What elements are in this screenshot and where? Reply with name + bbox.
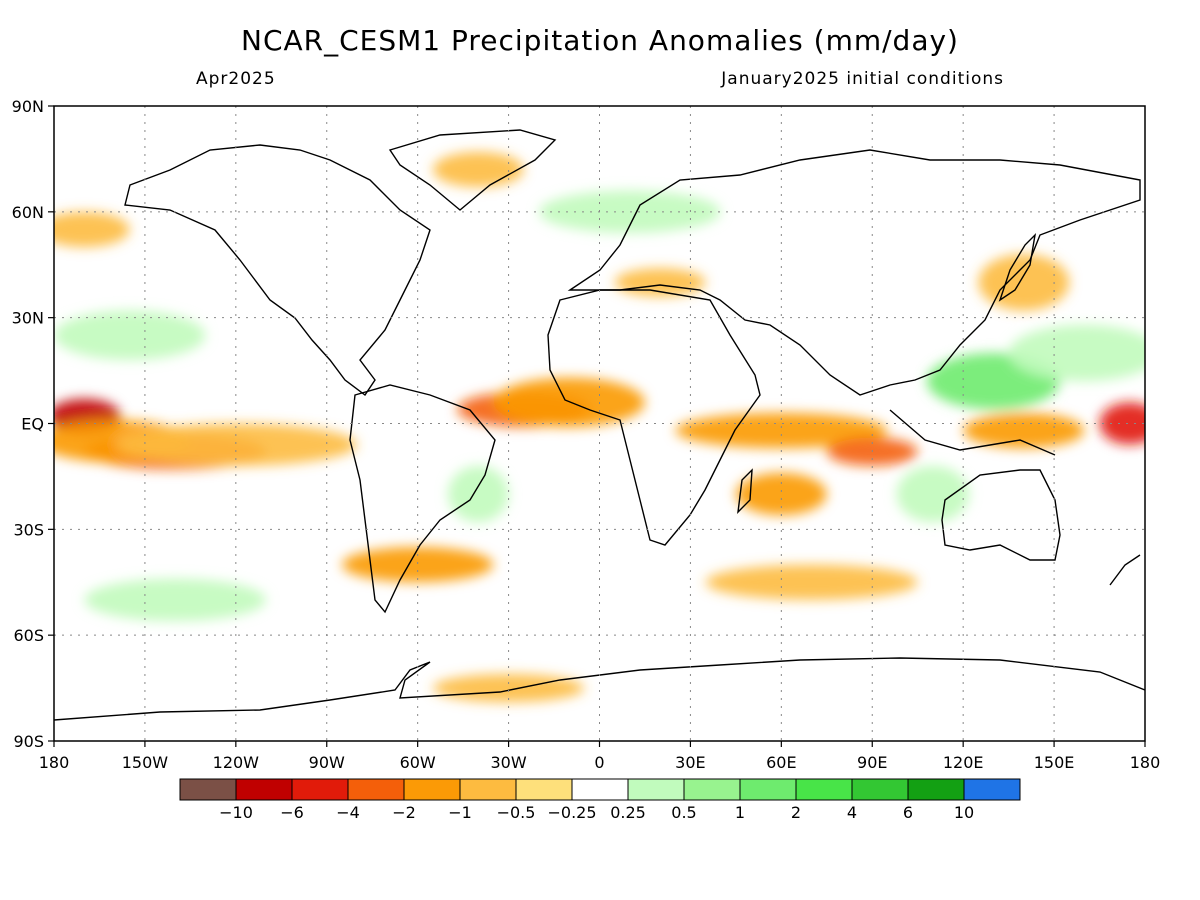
lon-label-120E: 120E: [943, 753, 984, 772]
anomaly-region-22: [84, 578, 267, 622]
colorbar-swatch-3: [347, 778, 405, 801]
coastlines: [54, 129, 1145, 721]
colorbar-swatch-2: [291, 778, 349, 801]
colorbar-label: 0.25: [610, 803, 646, 822]
coastline-japan: [998, 232, 1037, 302]
lon-label-60W: 60W: [400, 753, 436, 772]
colorbar-label: −0.25: [547, 803, 596, 822]
lat-label-30N: 30N: [12, 309, 44, 328]
anomaly-region-24: [538, 190, 721, 233]
graticule: [54, 106, 1145, 741]
anomaly-region-6: [675, 412, 888, 449]
colorbar-swatch-11: [795, 778, 853, 801]
lon-label-180: 180: [1130, 753, 1161, 772]
colorbar-swatch-6: [515, 778, 573, 801]
lon-label-90W: 90W: [309, 753, 345, 772]
lon-label-30W: 30W: [490, 753, 526, 772]
lat-label-90S: 90S: [13, 732, 44, 751]
anomaly-region-9: [963, 412, 1085, 449]
lon-label-0: 0: [594, 753, 604, 772]
lon-label-180: 180: [39, 753, 70, 772]
colorbar-swatch-5: [459, 778, 517, 801]
colorbar-label: 4: [847, 803, 857, 822]
coastline-north-america: [124, 144, 431, 397]
colorbar-swatch-14: [963, 778, 1021, 801]
anomaly-region-12: [54, 310, 206, 360]
lon-label-90E: 90E: [857, 753, 887, 772]
anomaly-region-11: [1008, 324, 1145, 382]
lat-label-60S: 60S: [13, 626, 44, 645]
colorbar-label: 0.5: [671, 803, 696, 822]
colorbar-label: −6: [280, 803, 304, 822]
anomaly-region-17: [432, 151, 524, 188]
coastline-new-zealand: [1109, 554, 1141, 586]
anomaly-region-8: [1099, 402, 1145, 445]
colorbar-swatch-1: [235, 778, 293, 801]
coastline-antarctica: [54, 657, 1145, 721]
colorbar: −10 −6 −4 −2 −1 −0.5 −0.25 0.25 0.5 1 2 4 6 10: [179, 778, 1021, 822]
anomaly-region-16: [896, 465, 970, 523]
coastline-south-america: [349, 384, 496, 614]
lat-label-30S: 30S: [13, 520, 44, 539]
colorbar-swatch-0: [179, 778, 237, 801]
lat-label-90N: 90N: [12, 97, 44, 116]
anomaly-region-19: [978, 254, 1070, 311]
lat-label-60N: 60N: [12, 203, 44, 222]
colorbar-swatch-10: [739, 778, 797, 801]
coastline-eurasia: [567, 149, 1141, 396]
lon-label-120W: 120W: [213, 753, 260, 772]
anomaly-region-23: [705, 564, 918, 600]
colorbar-swatch-4: [403, 778, 461, 801]
lon-label-150E: 150E: [1034, 753, 1075, 772]
coastline-indonesia: [889, 409, 1056, 456]
lon-label-30E: 30E: [675, 753, 705, 772]
anomaly-region-13: [447, 465, 509, 523]
coastline-australia: [941, 469, 1061, 561]
anomaly-region-14: [341, 546, 494, 583]
anomaly-region-18: [54, 211, 130, 248]
lon-label-150W: 150W: [122, 753, 169, 772]
lon-label-60E: 60E: [766, 753, 796, 772]
initial-conditions: January2025 initial conditions: [721, 69, 1004, 89]
anomaly-region-3: [114, 423, 358, 466]
longitude-axis: 180 150W 120W 90W 60W 30W 0 30E 60E 90E 120E 150E 18…: [39, 741, 1161, 772]
colorbar-label: 1: [735, 803, 745, 822]
colorbar-swatch-7: [571, 778, 629, 801]
colorbar-label: −4: [336, 803, 360, 822]
colorbar-label: −1: [448, 803, 472, 822]
coastline-madagascar: [737, 468, 753, 514]
colorbar-swatch-9: [683, 778, 741, 801]
anomaly-region-15: [735, 472, 827, 516]
lat-label-EQ: EQ: [21, 415, 44, 434]
colorbar-label: 6: [903, 803, 913, 822]
latitude-axis: 90N 60N 30N EQ 30S 60S 90S: [12, 97, 54, 751]
valid-month: Apr2025: [196, 69, 276, 89]
chart-title: NCAR_CESM1 Precipitation Anomalies (mm/d…: [241, 24, 959, 57]
colorbar-label: 2: [791, 803, 801, 822]
colorbar-label: −2: [392, 803, 416, 822]
colorbar-swatch-8: [627, 778, 685, 801]
colorbar-swatch-12: [851, 778, 909, 801]
colorbar-label: −0.5: [497, 803, 536, 822]
anomaly-region-21: [432, 673, 585, 703]
coastline-greenland: [388, 129, 557, 211]
colorbar-swatch-13: [907, 778, 965, 801]
colorbar-label: −10: [219, 803, 253, 822]
colorbar-label: 10: [954, 803, 974, 822]
anomaly-field: [54, 151, 1145, 703]
